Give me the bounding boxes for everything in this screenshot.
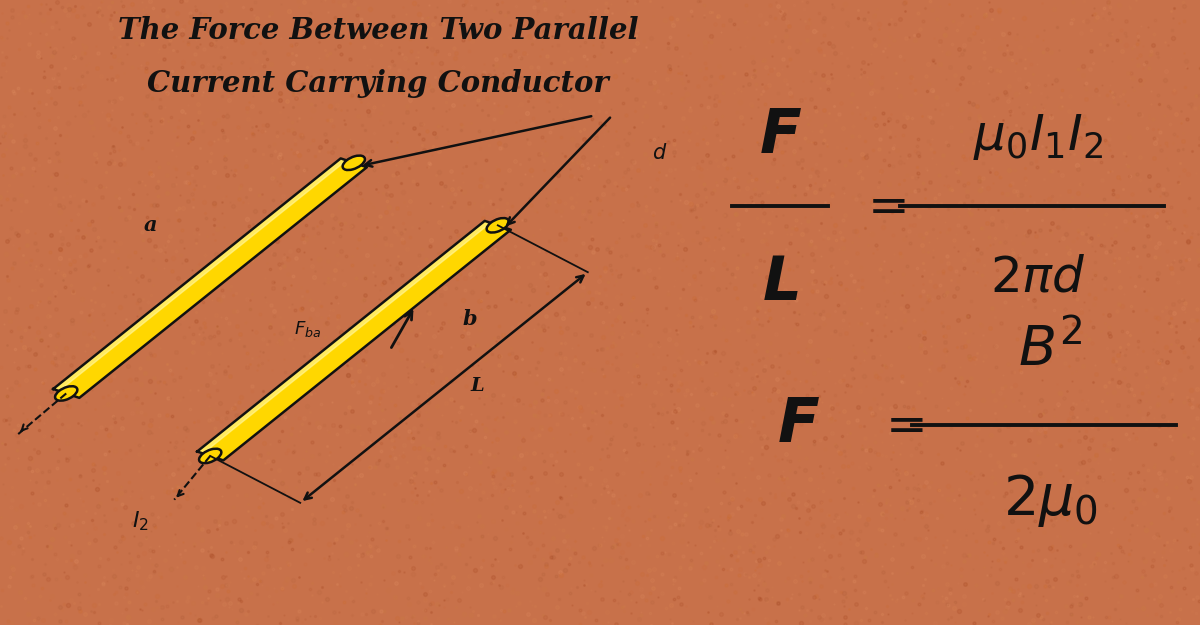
- Polygon shape: [66, 162, 367, 398]
- Polygon shape: [197, 221, 511, 461]
- Text: $F_{ba}$: $F_{ba}$: [294, 319, 322, 339]
- Text: $=$: $=$: [876, 401, 924, 449]
- Polygon shape: [210, 225, 511, 461]
- Text: Current Carrying Conductor: Current Carrying Conductor: [148, 69, 608, 98]
- Text: b: b: [462, 309, 476, 329]
- Text: $2\pi d$: $2\pi d$: [990, 253, 1086, 302]
- Text: $B^2$: $B^2$: [1018, 323, 1082, 378]
- Text: $=$: $=$: [858, 182, 906, 231]
- Text: $\bfit{F}$: $\bfit{F}$: [758, 106, 802, 166]
- Text: $2\mu_0$: $2\mu_0$: [1003, 472, 1097, 529]
- Text: $I_2$: $I_2$: [132, 510, 149, 533]
- Text: The Force Between Two Parallel: The Force Between Two Parallel: [118, 16, 638, 44]
- Text: a: a: [144, 215, 157, 235]
- Ellipse shape: [55, 386, 77, 401]
- Polygon shape: [53, 158, 367, 398]
- Ellipse shape: [199, 449, 221, 463]
- Ellipse shape: [487, 218, 509, 232]
- Text: $\bfit{L}$: $\bfit{L}$: [762, 253, 798, 313]
- Text: $\bfit{F}$: $\bfit{F}$: [776, 395, 820, 455]
- Polygon shape: [53, 158, 347, 391]
- Polygon shape: [197, 221, 491, 454]
- Text: $d$: $d$: [653, 143, 667, 163]
- Text: L: L: [470, 377, 484, 394]
- Text: $\mu_0 I_1 I_2$: $\mu_0 I_1 I_2$: [973, 112, 1103, 162]
- Ellipse shape: [343, 156, 365, 170]
